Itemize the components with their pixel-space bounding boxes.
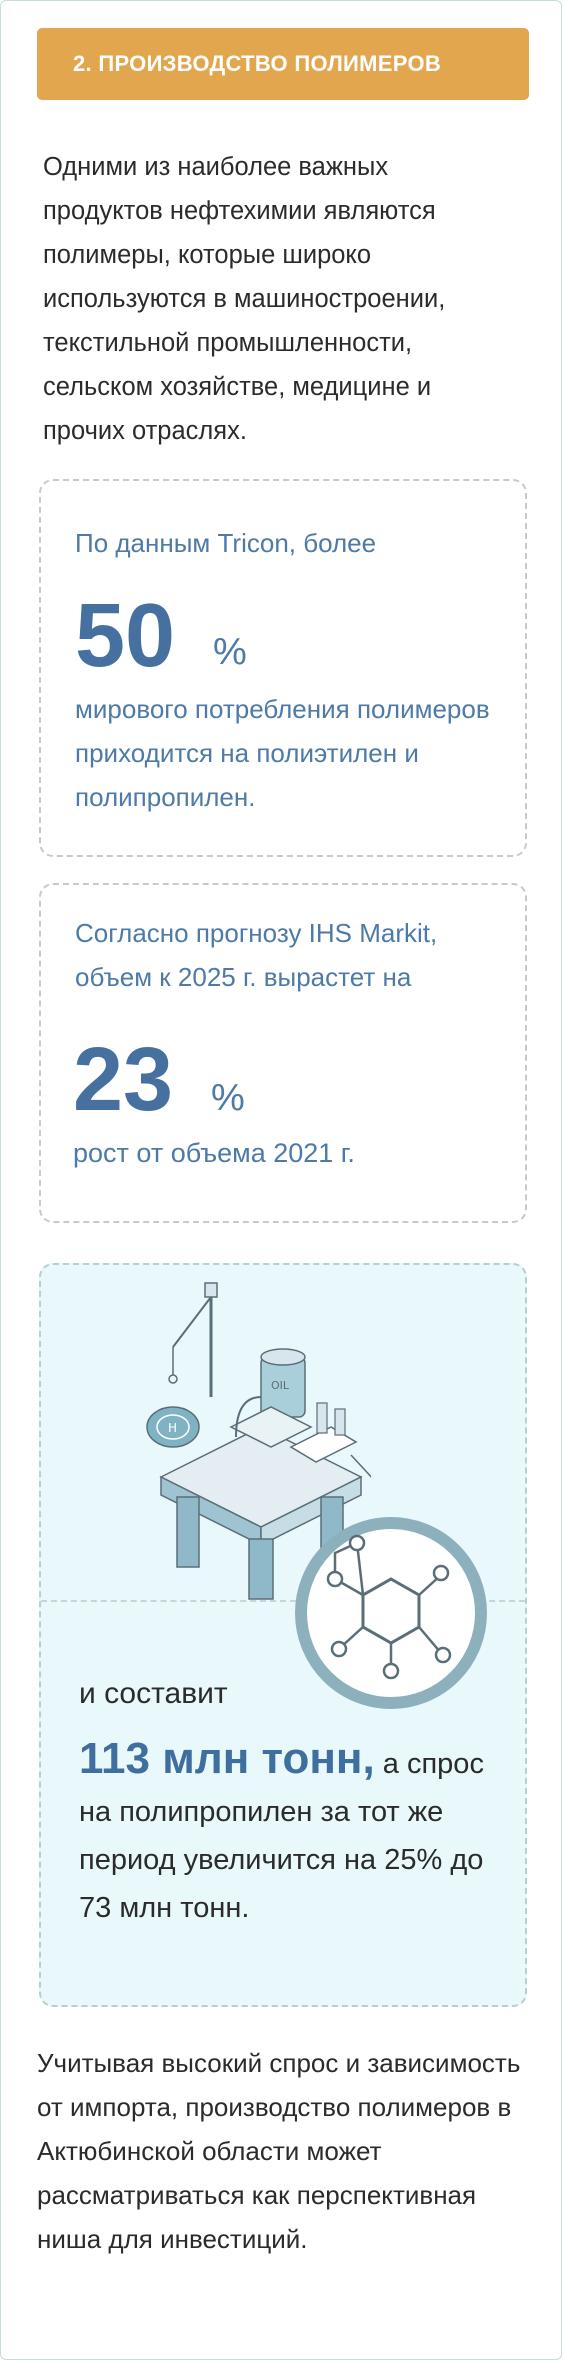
stat-card-ihs: Согласно прогнозу IHS Markit, объем к 20… (39, 883, 527, 1223)
stat-lead: По данным Tricon, более (75, 528, 377, 558)
forecast-text: 113 млн тонн, а спрос на полипропилен за… (79, 1735, 499, 1932)
forecast-highlight: 113 млн тонн, (79, 1734, 375, 1783)
stat-card-tricon: По данным Tricon, более 50 % мирового по… (39, 479, 527, 857)
forecast-card: OIL H (39, 1263, 527, 2007)
tank-label: OIL (271, 1379, 290, 1392)
stat-lead: Согласно прогнозу IHS Markit, объем к 20… (75, 918, 438, 992)
forecast-rest: а спрос на полипропилен за тот же период… (79, 1748, 484, 1924)
helipad-label: H (168, 1421, 177, 1435)
intro-paragraph: Одними из наиболее важных продуктов нефт… (43, 153, 446, 445)
stat-caption: мирового потребления полимеров приходитс… (75, 694, 490, 812)
stat-value: 50 (75, 586, 176, 686)
outro-paragraph: Учитывая высокий спрос и зависимость от … (37, 2048, 521, 2254)
molecule-icon (295, 1517, 487, 1709)
section-title: 2. ПРОИЗВОДСТВО ПОЛИМЕРОВ (73, 51, 442, 76)
dashed-divider (41, 1600, 525, 1602)
section-header: 2. ПРОИЗВОДСТВО ПОЛИМЕРОВ (37, 28, 529, 100)
stat-unit: % (211, 1077, 245, 1119)
stat-value: 23 (73, 1030, 174, 1130)
stat-unit: % (213, 631, 247, 673)
stat-caption: рост от объема 2021 г. (73, 1138, 355, 1168)
forecast-lead: и составит (79, 1677, 228, 1710)
